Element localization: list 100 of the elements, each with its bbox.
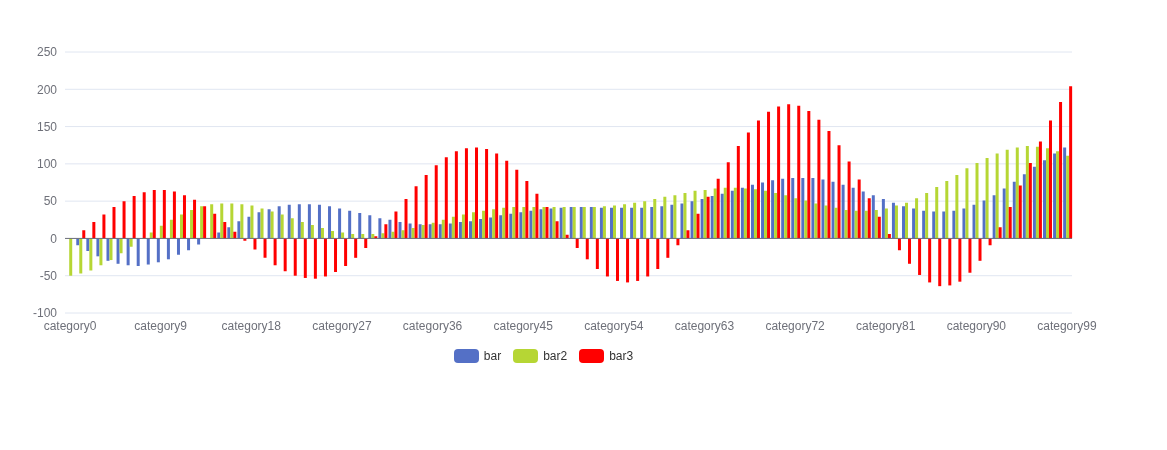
y-tick-label: 100 <box>36 157 58 172</box>
x-tick-label: category54 <box>584 318 644 333</box>
bar <box>1059 101 1063 239</box>
bar <box>438 224 442 239</box>
bar <box>1018 185 1022 239</box>
bar <box>696 213 700 239</box>
bar <box>834 207 838 239</box>
bar <box>693 190 697 239</box>
bar <box>928 238 932 283</box>
bar <box>512 207 516 239</box>
bar <box>240 204 244 239</box>
bar <box>824 205 828 239</box>
bar <box>458 222 462 239</box>
bar <box>1035 146 1039 239</box>
bar <box>142 192 146 239</box>
bar <box>361 233 365 239</box>
bar <box>69 238 73 276</box>
bar <box>847 161 851 239</box>
bar <box>381 233 385 239</box>
bar <box>680 203 684 239</box>
bar <box>982 200 986 239</box>
bar <box>220 203 224 239</box>
bar <box>156 238 160 263</box>
bar <box>723 187 727 239</box>
bar <box>354 238 358 258</box>
y-tick-label: -100 <box>32 306 58 321</box>
bar <box>515 169 519 239</box>
x-tick-label: category9 <box>134 318 188 333</box>
bar <box>807 110 811 239</box>
bar <box>290 218 294 239</box>
bar <box>1005 149 1009 239</box>
bar <box>472 212 476 239</box>
bar <box>1043 160 1046 239</box>
bar <box>119 238 123 254</box>
bar <box>905 202 909 239</box>
bar <box>710 195 714 239</box>
bar <box>811 178 815 239</box>
bar <box>79 238 83 274</box>
bar <box>505 160 509 239</box>
bar <box>1049 120 1052 239</box>
bar <box>676 238 680 246</box>
bar <box>985 157 989 239</box>
bar <box>764 190 768 239</box>
bar <box>925 192 929 239</box>
bar <box>700 198 704 239</box>
x-tick-label: category81 <box>856 318 916 333</box>
bar <box>328 206 332 239</box>
bar <box>233 231 237 239</box>
bar <box>1022 174 1026 239</box>
bar <box>338 208 342 239</box>
bar <box>152 189 156 239</box>
x-tick-label: category99 <box>1037 318 1097 333</box>
bar <box>112 207 116 239</box>
bar <box>861 191 865 239</box>
bar <box>303 238 307 278</box>
bar <box>313 238 317 279</box>
bar <box>273 238 277 266</box>
bar <box>791 178 795 239</box>
bar <box>172 191 176 239</box>
bar <box>720 193 724 239</box>
bar <box>1038 141 1042 239</box>
bar <box>703 189 707 239</box>
bar <box>908 238 912 264</box>
bar <box>344 238 348 267</box>
bar <box>827 131 831 239</box>
bar <box>358 213 362 239</box>
bar <box>136 238 140 267</box>
bar <box>146 238 150 265</box>
bar <box>897 238 901 251</box>
bar <box>801 178 805 239</box>
x-tick-label: category18 <box>221 318 282 333</box>
bar <box>89 238 93 271</box>
bar <box>753 189 757 239</box>
bar <box>394 211 398 239</box>
bar <box>736 145 740 239</box>
x-tick-label: category90 <box>946 318 1007 333</box>
bar <box>227 227 231 239</box>
bar <box>998 227 1002 239</box>
bar <box>653 198 657 239</box>
bar <box>424 175 428 239</box>
bar <box>955 175 959 239</box>
bar <box>784 195 788 239</box>
y-tick-label: 250 <box>36 45 58 60</box>
bar <box>522 207 526 239</box>
bar <box>787 104 791 239</box>
bar <box>922 210 926 239</box>
bar <box>874 210 878 239</box>
bar <box>317 204 321 239</box>
bar <box>391 231 395 239</box>
bar <box>280 214 284 239</box>
bar <box>615 238 619 281</box>
bar <box>713 188 717 239</box>
bar <box>479 219 483 239</box>
bar <box>871 195 875 239</box>
bar <box>666 238 670 258</box>
bar <box>1046 148 1049 239</box>
bar <box>817 119 821 239</box>
bar <box>1002 188 1006 239</box>
bar <box>82 230 86 239</box>
bar <box>250 205 254 239</box>
